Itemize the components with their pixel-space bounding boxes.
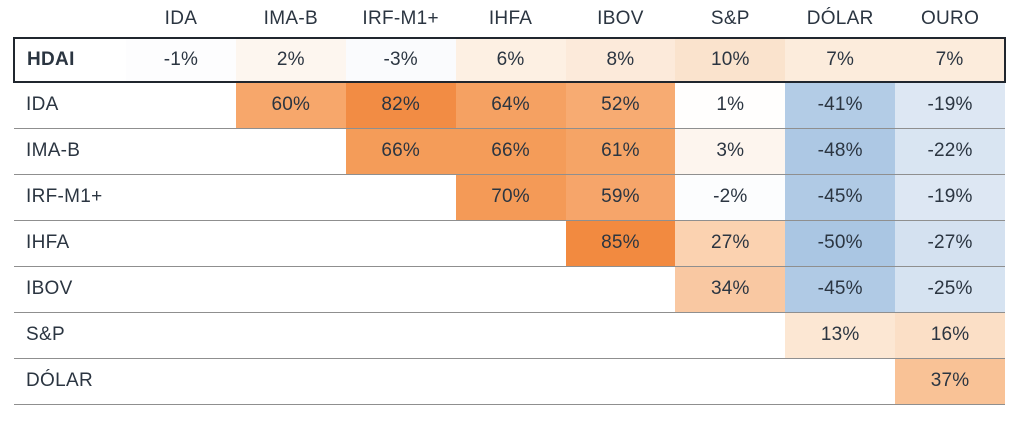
matrix-cell: -1% [126, 38, 236, 82]
matrix-cell: -25% [895, 266, 1005, 312]
matrix-cell [236, 220, 346, 266]
column-header-s-p: S&P [710, 7, 750, 29]
matrix-cell [236, 358, 346, 404]
matrix-cell [126, 312, 236, 358]
matrix-cell: 16% [895, 312, 1005, 358]
matrix-cell [236, 128, 346, 174]
matrix-row-ihfa: IHFA 85% 27% -50% -27% [14, 220, 1005, 266]
matrix-cell [236, 312, 346, 358]
matrix-cell [566, 266, 676, 312]
row-label-s-p: S&P [14, 312, 126, 358]
row-label-irf-m1-: IRF-M1+ [14, 174, 126, 220]
column-header-row: IDA IMA-B IRF-M1+ IHFA IBOV S&P DÓLAR OURO [14, 0, 1005, 38]
matrix-cell [675, 312, 785, 358]
matrix-cell [126, 266, 236, 312]
row-label-hdai: HDAI [14, 38, 126, 82]
matrix-cell: -27% [895, 220, 1005, 266]
matrix-row-d-lar: DÓLAR 37% [14, 358, 1005, 404]
matrix-cell: 34% [675, 266, 786, 312]
matrix-cell [126, 128, 236, 174]
matrix-cell: -3% [345, 38, 456, 82]
matrix-cell: -41% [785, 82, 896, 128]
matrix-cell: -2% [675, 174, 786, 220]
row-label-ibov: IBOV [14, 266, 126, 312]
matrix-cell [346, 312, 456, 358]
matrix-cell: 3% [675, 128, 786, 174]
column-header-ida: IDA [164, 7, 198, 29]
matrix-cell [675, 358, 785, 404]
matrix-cell: -19% [895, 82, 1005, 128]
matrix-cell: -45% [785, 174, 896, 220]
row-label-ida: IDA [14, 82, 126, 128]
matrix-cell: -22% [895, 128, 1005, 174]
column-header-ima-b: IMA-B [263, 7, 318, 29]
matrix-cell: 37% [895, 358, 1005, 404]
matrix-cell [456, 220, 566, 266]
matrix-row-ibov: IBOV 34% -45% -25% [14, 266, 1005, 312]
matrix-cell: 8% [565, 38, 676, 82]
matrix-row-hdai: HDAI -1% 2% -3% 6% 8% 10% 7% 7% [14, 38, 1005, 82]
matrix-cell: 61% [565, 128, 676, 174]
matrix-cell: 52% [565, 82, 676, 128]
matrix-cell [456, 266, 566, 312]
matrix-cell [566, 312, 676, 358]
matrix-cell: 7% [785, 38, 896, 82]
matrix-cell: 64% [455, 82, 566, 128]
matrix-cell: 2% [235, 38, 346, 82]
matrix-cell [126, 358, 236, 404]
matrix-cell: 66% [455, 128, 566, 174]
matrix-cell: 66% [345, 128, 456, 174]
matrix-cell: 70% [455, 174, 566, 220]
matrix-cell [785, 358, 895, 404]
row-label-d-lar: DÓLAR [14, 358, 126, 404]
matrix-cell [126, 220, 236, 266]
matrix-row-irf-m1-: IRF-M1+ 70% 59% -2% -45% -19% [14, 174, 1005, 220]
column-header-irf-m1-: IRF-M1+ [362, 7, 439, 29]
matrix-row-s-p: S&P 13% 16% [14, 312, 1005, 358]
matrix-cell [456, 312, 566, 358]
matrix-cell: -48% [785, 128, 896, 174]
matrix-cell [346, 266, 456, 312]
column-header-d-lar: DÓLAR [806, 7, 874, 29]
matrix-cell [566, 358, 676, 404]
column-header-ihfa: IHFA [488, 7, 533, 29]
matrix-cell: 27% [675, 220, 786, 266]
matrix-cell [236, 174, 346, 220]
matrix-cell: 82% [345, 82, 456, 128]
matrix-cell: -50% [785, 220, 896, 266]
matrix-cell [346, 220, 456, 266]
matrix-cell: 1% [675, 82, 786, 128]
row-label-ima-b: IMA-B [14, 128, 126, 174]
column-header-ibov: IBOV [597, 7, 644, 29]
matrix-cell: 7% [895, 38, 1005, 82]
matrix-row-ima-b: IMA-B 66% 66% 61% 3% -48% -22% [14, 128, 1005, 174]
column-header-ouro: OURO [920, 7, 980, 29]
matrix-cell: 6% [455, 38, 566, 82]
matrix-cell [346, 358, 456, 404]
matrix-cell: 13% [785, 312, 896, 358]
matrix-cell [126, 174, 236, 220]
matrix-cell: 10% [675, 38, 786, 82]
matrix-cell [236, 266, 346, 312]
matrix-cell: 60% [235, 82, 346, 128]
corner-cell [14, 0, 126, 38]
row-label-ihfa: IHFA [14, 220, 126, 266]
matrix-cell: 59% [565, 174, 676, 220]
matrix-cell: -45% [785, 266, 896, 312]
matrix-cell [346, 174, 456, 220]
matrix-cell [456, 358, 566, 404]
matrix-cell: -19% [895, 174, 1005, 220]
matrix-cell: 85% [565, 220, 676, 266]
matrix-cell [126, 82, 236, 128]
matrix-row-ida: IDA 60% 82% 64% 52% 1% -41% -19% [14, 82, 1005, 128]
correlation-table: IDA IMA-B IRF-M1+ IHFA IBOV S&P DÓLAR OURO HDAI… [13, 0, 1006, 405]
